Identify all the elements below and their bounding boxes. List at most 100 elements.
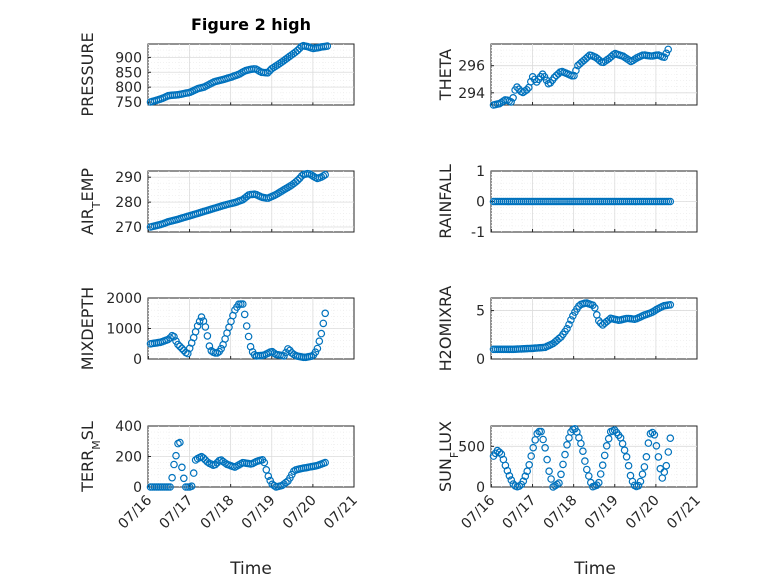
- data-point: [180, 474, 188, 483]
- data-point: [557, 470, 565, 479]
- data-point: [590, 303, 599, 312]
- x-axis-label-right: Time: [573, 559, 616, 579]
- data-point: [596, 470, 605, 478]
- data-point: [522, 86, 531, 94]
- data-point: [547, 475, 555, 483]
- subplot-h2omixra: 0 5 H2OMIXRA: [436, 286, 698, 371]
- data-point: [311, 348, 320, 357]
- data-point: [260, 458, 269, 467]
- x-axis-label-left: Time: [229, 559, 272, 579]
- data-point: [533, 429, 542, 438]
- data-point: [201, 323, 210, 331]
- data-point: [624, 461, 633, 470]
- data-point: [313, 344, 322, 353]
- data-point: [495, 448, 504, 457]
- x-tick-label: 07/19: [582, 493, 622, 533]
- y-axis-label: TERRMSL: [78, 421, 103, 493]
- y-tick-label: 200: [115, 450, 142, 466]
- data-point: [217, 344, 226, 353]
- data-point: [555, 334, 563, 343]
- data-point: [638, 470, 647, 479]
- data-point: [666, 434, 675, 443]
- data-point: [559, 460, 567, 469]
- data-point: [650, 430, 659, 439]
- data-point: [178, 344, 186, 353]
- data-point: [541, 443, 549, 452]
- data-point: [189, 469, 198, 477]
- data-point: [537, 427, 545, 436]
- y-tick-label: 500: [458, 439, 485, 455]
- y-tick-label: 294: [458, 86, 485, 102]
- data-point: [618, 439, 627, 448]
- y-tick-label: 850: [115, 65, 142, 81]
- data-point: [529, 443, 538, 452]
- data-point: [509, 94, 517, 102]
- data-point: [652, 441, 661, 450]
- data-point: [199, 454, 208, 462]
- data-point: [321, 458, 330, 467]
- y-tick-label: 5: [476, 304, 485, 320]
- data-point: [600, 451, 609, 460]
- data-point: [170, 332, 178, 341]
- data-point: [598, 461, 607, 470]
- subplot-air-temp: 270 280 290 AIRTEMP: [78, 168, 355, 236]
- figure-title: Figure 2 high: [191, 15, 311, 34]
- data-point: [654, 453, 663, 461]
- y-tick-label: 0: [476, 195, 485, 211]
- subplot-rainfall: -1 0 1 RAINFALL: [436, 164, 698, 241]
- data-point: [166, 334, 174, 342]
- data-point: [545, 467, 553, 476]
- data-point: [317, 329, 326, 338]
- x-tick-label: 07/16: [115, 492, 155, 532]
- data-point: [640, 463, 649, 471]
- data-point: [240, 310, 249, 319]
- data-point: [662, 461, 671, 470]
- data-point: [664, 448, 673, 456]
- data-point: [263, 69, 272, 77]
- data-point: [563, 324, 571, 333]
- data-point: [505, 471, 514, 480]
- y-tick-label: 0: [476, 480, 485, 496]
- data-point: [321, 309, 330, 318]
- data-point: [168, 473, 176, 482]
- data-point: [666, 300, 675, 309]
- data-point: [543, 455, 551, 464]
- x-tick-label: 07/20: [623, 493, 663, 533]
- x-tick-label: 07/21: [664, 493, 704, 533]
- y-axis-label: MIXDEPTH: [78, 287, 97, 370]
- y-tick-label: 0: [476, 352, 485, 368]
- data-point: [628, 477, 637, 486]
- data-point: [579, 447, 587, 456]
- x-tick-label: 07/18: [198, 493, 238, 533]
- y-axis-label: PRESSURE: [78, 32, 97, 116]
- data-point: [295, 174, 304, 183]
- data-point: [264, 472, 273, 481]
- data-point: [575, 302, 583, 310]
- data-point: [315, 337, 324, 346]
- data-point: [221, 459, 229, 467]
- y-axis-label: AIRTEMP: [78, 168, 103, 235]
- data-point: [282, 478, 290, 487]
- data-point: [284, 345, 292, 353]
- y-tick-label: 270: [115, 220, 142, 236]
- data-point: [176, 438, 184, 447]
- y-tick-label: 750: [115, 95, 142, 111]
- data-point: [515, 482, 524, 490]
- data-point: [584, 472, 593, 480]
- data-point: [604, 434, 613, 443]
- data-point: [622, 452, 631, 461]
- data-point: [525, 460, 534, 469]
- x-tick-label: 07/16: [458, 492, 498, 532]
- y-tick-label: 1000: [106, 322, 142, 338]
- data-point: [636, 477, 645, 486]
- y-tick-label: -1: [471, 225, 485, 241]
- data-point: [244, 332, 253, 341]
- data-point: [195, 317, 204, 326]
- y-tick-label: 900: [115, 50, 142, 66]
- data-point: [172, 451, 180, 460]
- data-point: [293, 176, 302, 185]
- data-point: [572, 66, 580, 75]
